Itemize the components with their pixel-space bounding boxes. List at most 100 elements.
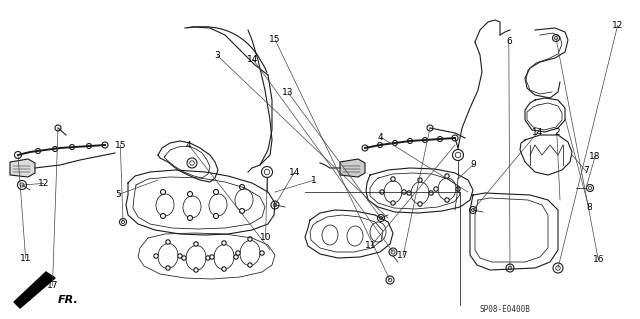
Circle shape bbox=[161, 189, 166, 195]
Circle shape bbox=[407, 191, 412, 195]
Circle shape bbox=[378, 143, 383, 147]
Circle shape bbox=[17, 181, 26, 189]
Text: 11: 11 bbox=[365, 241, 377, 250]
Circle shape bbox=[15, 152, 22, 159]
Circle shape bbox=[362, 145, 368, 151]
Ellipse shape bbox=[370, 222, 386, 242]
Ellipse shape bbox=[186, 246, 206, 271]
Circle shape bbox=[248, 263, 252, 267]
Ellipse shape bbox=[347, 226, 363, 246]
Circle shape bbox=[234, 255, 238, 259]
Text: 14: 14 bbox=[247, 55, 259, 63]
Circle shape bbox=[70, 145, 74, 150]
Circle shape bbox=[188, 191, 193, 197]
Circle shape bbox=[187, 158, 197, 168]
Circle shape bbox=[166, 266, 170, 270]
Circle shape bbox=[470, 206, 477, 213]
Circle shape bbox=[166, 240, 170, 244]
Circle shape bbox=[222, 241, 226, 245]
Text: 8: 8 bbox=[586, 203, 591, 212]
Circle shape bbox=[210, 255, 214, 259]
Circle shape bbox=[427, 125, 433, 131]
Circle shape bbox=[271, 201, 279, 209]
Circle shape bbox=[378, 214, 385, 221]
Text: 10: 10 bbox=[260, 233, 271, 242]
Circle shape bbox=[161, 213, 166, 219]
Text: 18: 18 bbox=[589, 152, 601, 161]
Text: 12: 12 bbox=[38, 179, 49, 188]
Circle shape bbox=[248, 237, 252, 241]
Polygon shape bbox=[14, 272, 55, 308]
Text: 11: 11 bbox=[20, 254, 31, 263]
Ellipse shape bbox=[411, 182, 429, 204]
Circle shape bbox=[239, 209, 244, 213]
Text: 4: 4 bbox=[186, 141, 191, 150]
Circle shape bbox=[102, 142, 108, 148]
Circle shape bbox=[239, 184, 244, 189]
Circle shape bbox=[262, 167, 273, 177]
Circle shape bbox=[452, 150, 463, 160]
Circle shape bbox=[52, 146, 58, 152]
Circle shape bbox=[222, 267, 226, 271]
Ellipse shape bbox=[384, 181, 402, 203]
Circle shape bbox=[452, 135, 458, 141]
Text: 14: 14 bbox=[532, 128, 543, 137]
Text: 9: 9 bbox=[471, 160, 476, 169]
Text: 4: 4 bbox=[378, 133, 383, 142]
Circle shape bbox=[586, 184, 593, 191]
Circle shape bbox=[214, 213, 218, 219]
Circle shape bbox=[380, 190, 384, 194]
Text: 17: 17 bbox=[397, 251, 409, 260]
Circle shape bbox=[506, 264, 514, 272]
Circle shape bbox=[422, 137, 428, 143]
Text: 2: 2 bbox=[554, 128, 559, 137]
Ellipse shape bbox=[438, 178, 456, 200]
Circle shape bbox=[194, 242, 198, 246]
Text: 1: 1 bbox=[311, 176, 316, 185]
Circle shape bbox=[553, 263, 563, 273]
Circle shape bbox=[178, 254, 182, 258]
Circle shape bbox=[392, 140, 397, 145]
Circle shape bbox=[386, 276, 394, 284]
Circle shape bbox=[260, 251, 264, 255]
Circle shape bbox=[35, 149, 40, 153]
Circle shape bbox=[391, 177, 396, 181]
Text: 16: 16 bbox=[593, 256, 604, 264]
Circle shape bbox=[194, 268, 198, 272]
Text: SP08-E0400B: SP08-E0400B bbox=[480, 305, 531, 314]
Text: 13: 13 bbox=[282, 88, 294, 97]
Ellipse shape bbox=[235, 189, 253, 211]
Circle shape bbox=[120, 219, 127, 226]
Circle shape bbox=[391, 201, 396, 205]
Text: 15: 15 bbox=[269, 35, 281, 44]
Circle shape bbox=[418, 202, 422, 206]
Ellipse shape bbox=[214, 245, 234, 270]
Ellipse shape bbox=[183, 196, 201, 218]
Circle shape bbox=[408, 138, 413, 144]
Circle shape bbox=[402, 190, 406, 194]
Circle shape bbox=[552, 34, 559, 41]
Circle shape bbox=[206, 256, 210, 260]
Circle shape bbox=[55, 125, 61, 131]
Circle shape bbox=[86, 144, 92, 149]
Text: 7: 7 bbox=[583, 166, 588, 175]
Polygon shape bbox=[10, 159, 35, 177]
Circle shape bbox=[445, 174, 449, 178]
Polygon shape bbox=[340, 159, 365, 177]
Circle shape bbox=[418, 178, 422, 182]
Text: 5: 5 bbox=[116, 190, 121, 199]
Circle shape bbox=[389, 248, 397, 256]
Ellipse shape bbox=[209, 194, 227, 216]
Text: 6: 6 bbox=[506, 37, 511, 46]
Circle shape bbox=[182, 256, 186, 260]
Circle shape bbox=[445, 198, 449, 202]
Circle shape bbox=[188, 216, 193, 220]
Text: FR.: FR. bbox=[58, 295, 79, 305]
Text: 14: 14 bbox=[289, 168, 300, 177]
Circle shape bbox=[434, 187, 438, 191]
Ellipse shape bbox=[240, 241, 260, 265]
Text: 3: 3 bbox=[215, 51, 220, 60]
Text: 15: 15 bbox=[115, 141, 126, 150]
Circle shape bbox=[154, 254, 158, 258]
Circle shape bbox=[438, 137, 442, 142]
